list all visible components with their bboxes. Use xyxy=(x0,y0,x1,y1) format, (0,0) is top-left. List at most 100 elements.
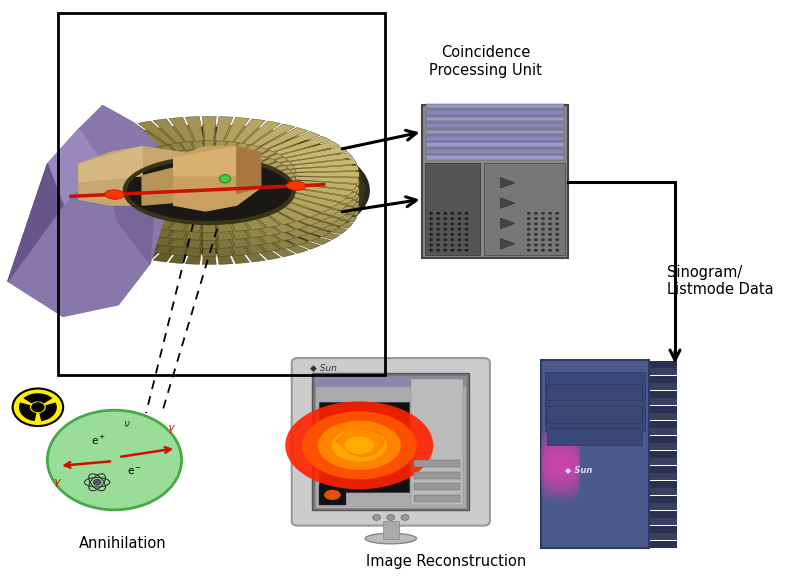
PathPatch shape xyxy=(234,135,266,159)
PathPatch shape xyxy=(202,149,216,173)
PathPatch shape xyxy=(274,144,330,163)
PathPatch shape xyxy=(169,214,194,240)
PathPatch shape xyxy=(225,223,250,247)
Circle shape xyxy=(534,248,538,251)
PathPatch shape xyxy=(62,159,126,168)
PathPatch shape xyxy=(281,223,340,240)
PathPatch shape xyxy=(98,229,150,250)
PathPatch shape xyxy=(286,203,347,218)
PathPatch shape xyxy=(234,119,266,143)
Circle shape xyxy=(436,244,440,246)
PathPatch shape xyxy=(202,232,216,257)
PathPatch shape xyxy=(290,153,353,165)
Circle shape xyxy=(555,222,559,225)
Ellipse shape xyxy=(541,429,580,444)
Polygon shape xyxy=(55,131,363,250)
Polygon shape xyxy=(142,158,213,205)
Circle shape xyxy=(548,227,552,230)
PathPatch shape xyxy=(252,132,295,155)
PathPatch shape xyxy=(252,210,295,233)
Ellipse shape xyxy=(286,401,434,489)
PathPatch shape xyxy=(59,196,122,201)
PathPatch shape xyxy=(268,163,320,184)
PathPatch shape xyxy=(138,204,175,227)
PathPatch shape xyxy=(186,231,203,256)
Circle shape xyxy=(541,248,545,251)
Circle shape xyxy=(429,227,433,230)
Circle shape xyxy=(429,244,433,246)
PathPatch shape xyxy=(71,163,133,178)
Circle shape xyxy=(450,248,454,251)
PathPatch shape xyxy=(88,218,144,237)
PathPatch shape xyxy=(234,222,266,246)
FancyBboxPatch shape xyxy=(647,541,678,548)
PathPatch shape xyxy=(252,148,295,171)
PathPatch shape xyxy=(296,172,359,177)
Circle shape xyxy=(534,227,538,230)
PathPatch shape xyxy=(260,159,308,182)
PathPatch shape xyxy=(169,149,194,174)
PathPatch shape xyxy=(293,183,357,193)
PathPatch shape xyxy=(59,185,123,192)
PathPatch shape xyxy=(153,143,185,168)
Ellipse shape xyxy=(541,465,580,480)
Circle shape xyxy=(458,222,462,225)
FancyBboxPatch shape xyxy=(647,481,678,488)
Bar xyxy=(58,13,386,375)
PathPatch shape xyxy=(234,238,266,262)
PathPatch shape xyxy=(169,134,194,158)
FancyBboxPatch shape xyxy=(647,489,678,495)
FancyBboxPatch shape xyxy=(414,483,460,490)
Ellipse shape xyxy=(541,440,580,454)
FancyBboxPatch shape xyxy=(318,402,409,492)
Ellipse shape xyxy=(541,455,580,469)
PathPatch shape xyxy=(78,207,138,223)
PathPatch shape xyxy=(286,171,347,185)
PathPatch shape xyxy=(243,236,281,260)
PathPatch shape xyxy=(215,223,233,248)
PathPatch shape xyxy=(98,156,150,176)
PathPatch shape xyxy=(234,143,266,168)
PathPatch shape xyxy=(88,202,144,220)
PathPatch shape xyxy=(110,127,158,149)
Polygon shape xyxy=(501,178,514,188)
Polygon shape xyxy=(501,218,514,229)
PathPatch shape xyxy=(290,200,353,212)
Circle shape xyxy=(465,233,469,236)
Circle shape xyxy=(548,238,552,241)
PathPatch shape xyxy=(88,161,144,179)
PathPatch shape xyxy=(234,213,266,238)
Ellipse shape xyxy=(541,471,580,485)
PathPatch shape xyxy=(268,205,320,225)
PathPatch shape xyxy=(138,228,175,252)
PathPatch shape xyxy=(290,216,353,228)
Circle shape xyxy=(534,212,538,214)
PathPatch shape xyxy=(78,141,138,158)
PathPatch shape xyxy=(98,213,150,233)
Circle shape xyxy=(436,212,440,214)
Circle shape xyxy=(548,212,552,214)
Circle shape xyxy=(387,515,394,520)
PathPatch shape xyxy=(123,218,166,241)
PathPatch shape xyxy=(78,165,138,182)
PathPatch shape xyxy=(169,125,194,150)
PathPatch shape xyxy=(66,192,129,204)
PathPatch shape xyxy=(123,226,166,249)
Circle shape xyxy=(429,212,433,214)
PathPatch shape xyxy=(295,193,359,200)
PathPatch shape xyxy=(215,149,233,173)
FancyBboxPatch shape xyxy=(647,421,678,428)
PathPatch shape xyxy=(186,240,203,264)
Circle shape xyxy=(436,217,440,220)
Text: Coincidence
Processing Unit: Coincidence Processing Unit xyxy=(429,45,542,78)
PathPatch shape xyxy=(186,216,203,240)
FancyBboxPatch shape xyxy=(318,485,346,505)
PathPatch shape xyxy=(243,228,281,252)
Polygon shape xyxy=(501,198,514,209)
Polygon shape xyxy=(501,239,514,249)
Circle shape xyxy=(555,248,559,251)
FancyBboxPatch shape xyxy=(647,436,678,443)
Circle shape xyxy=(534,238,538,241)
Circle shape xyxy=(458,212,462,214)
PathPatch shape xyxy=(110,224,158,246)
